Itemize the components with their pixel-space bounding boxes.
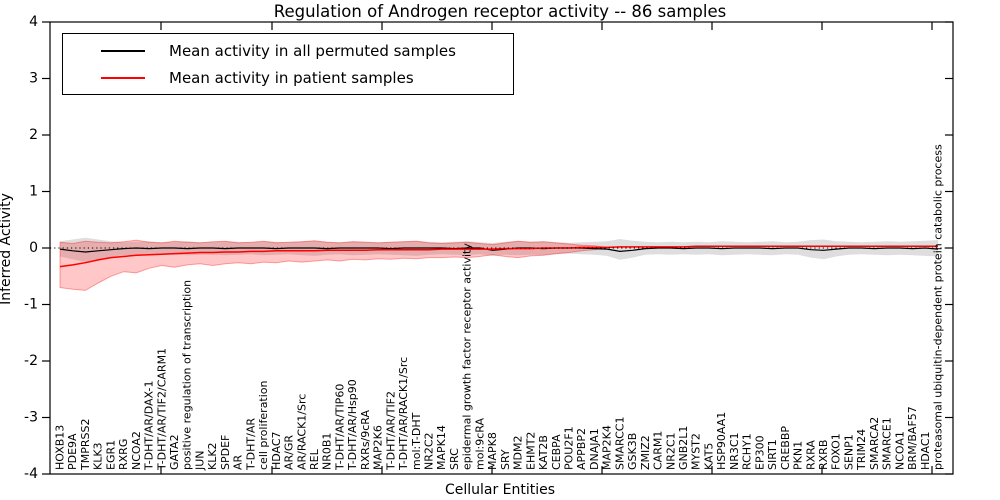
x-category-label: MAP2K4 — [601, 425, 614, 470]
x-category-label: T-DHT/AR/TIF2/CARM1 — [155, 348, 168, 471]
y-tick-label: -4 — [24, 466, 38, 482]
x-category-label: MAPK8 — [486, 432, 499, 470]
x-category-label: T-DHT/AR/TIP60 — [333, 384, 346, 471]
x-category-label: SENP1 — [842, 434, 855, 470]
y-tick-label: -2 — [24, 353, 38, 369]
chart-title: Regulation of Androgen receptor activity… — [273, 2, 727, 21]
x-category-label: SRC — [448, 448, 461, 470]
x-category-label: T-DHT/AR/Hsp90 — [346, 379, 359, 471]
x-category-label: NR2C1 — [664, 432, 677, 470]
x-category-label: HOXB13 — [54, 425, 67, 470]
x-category-label: proteasomal ubiquitin-dependent protein … — [932, 144, 945, 470]
x-category-label: T-DHT/AR/TIF2 — [384, 391, 397, 471]
x-category-label: HDAC1 — [919, 431, 932, 470]
x-category-label: RXRA — [804, 440, 817, 470]
x-category-label: mol:9cRA — [473, 418, 486, 470]
x-category-label: PDE9A — [66, 433, 79, 470]
x-category-label: SPDEF — [219, 435, 232, 470]
y-tick-label: 3 — [29, 71, 38, 87]
x-category-label: FOXO1 — [830, 433, 843, 470]
y-tick-label: 0 — [29, 240, 38, 256]
x-category-label: NCOA1 — [893, 431, 906, 470]
x-axis-label: Cellular Entities — [444, 482, 556, 498]
x-category-label: EHMT2 — [524, 432, 537, 470]
x-category-label: NR0B1 — [321, 433, 334, 470]
x-category-label: MAP2K6 — [372, 425, 385, 470]
y-tick-label: 2 — [29, 127, 38, 143]
y-axis-label: Inferred Activity — [0, 193, 14, 305]
x-category-label: POU2F1 — [563, 426, 576, 470]
x-category-label: KAT2B — [537, 435, 550, 470]
x-category-label: CARM1 — [652, 431, 665, 470]
y-tick-label: -1 — [24, 297, 38, 313]
x-category-label: RXRG — [117, 439, 130, 470]
x-category-label: MDM2 — [512, 436, 525, 470]
x-category-label: T-DHT/AR/RACK1/Src — [397, 357, 410, 471]
x-category-label: NCOA2 — [130, 431, 143, 470]
x-category-label: CEBPA — [550, 434, 563, 470]
x-category-label: HSP90AA1 — [715, 412, 728, 470]
legend-label-permuted: Mean activity in all permuted samples — [169, 41, 456, 60]
x-category-label: RCHY1 — [741, 433, 754, 470]
x-category-label: T-DHT/AR/DAX-1 — [143, 381, 156, 471]
x-category-label: GNB2L1 — [677, 426, 690, 470]
permuted-line-sample — [101, 49, 145, 52]
x-category-label: ZMIZ2 — [639, 435, 652, 470]
x-category-label: RXRs/9cRA — [359, 409, 372, 470]
patient-mean-line — [59, 245, 938, 268]
x-category-label: KLK3 — [92, 442, 105, 470]
x-category-label: SMARCE1 — [881, 417, 894, 470]
x-category-label: BRM/BAF57 — [906, 406, 919, 470]
x-category-label: APPBP2 — [575, 428, 588, 470]
x-category-label: EP300 — [753, 435, 766, 470]
x-category-label: MYST2 — [690, 433, 703, 470]
x-category-label: RXRB — [817, 440, 830, 470]
x-category-label: TMPRSS2 — [79, 419, 92, 471]
x-category-label: EGR1 — [104, 440, 117, 470]
x-category-label: GSK3B — [626, 433, 639, 470]
x-category-label: NR2C2 — [423, 432, 436, 470]
patient-line-sample — [101, 76, 145, 79]
y-tick-label: 1 — [29, 184, 38, 200]
x-category-label: KLK2 — [206, 442, 219, 470]
x-category-label: AR — [232, 454, 245, 470]
x-category-label: TRIM24 — [855, 429, 868, 471]
legend-entry-patient: Mean activity in patient samples — [63, 68, 513, 88]
x-category-label: epidermal growth factor receptor activit… — [461, 243, 474, 470]
x-category-label: SRY — [499, 449, 512, 470]
x-category-label: JUN — [194, 450, 207, 471]
x-category-label: DNAJA1 — [588, 428, 601, 470]
x-category-label: GATA2 — [168, 434, 181, 470]
x-category-label: T-DHT/AR — [244, 418, 257, 471]
x-category-label: mol:T-DHT — [410, 412, 423, 470]
x-category-label: SMARCA2 — [868, 417, 881, 470]
x-category-label: SIRT1 — [766, 439, 779, 470]
x-category-label: REL — [308, 448, 321, 470]
x-category-label: PKN1 — [792, 441, 805, 470]
x-category-label: HDAC7 — [270, 431, 283, 470]
x-category-label: positive regulation of transcription — [181, 280, 194, 470]
x-category-label: cell proliferation — [257, 380, 270, 470]
x-category-label: AR/GR — [283, 435, 296, 470]
legend-entry-permuted: Mean activity in all permuted samples — [63, 41, 513, 61]
x-category-label: KAT5 — [703, 443, 716, 470]
legend: Mean activity in all permuted samples Me… — [62, 33, 514, 95]
y-tick-label: -3 — [24, 410, 38, 426]
x-category-label: AR/RACK1/Src — [295, 394, 308, 470]
y-tick-label: 4 — [29, 14, 38, 30]
legend-label-patient: Mean activity in patient samples — [169, 68, 414, 87]
x-category-label: MAPK14 — [435, 425, 448, 470]
x-category-label: NR3C1 — [728, 432, 741, 470]
x-category-label: SMARCC1 — [613, 417, 626, 470]
x-category-label: CREBBP — [779, 426, 792, 470]
